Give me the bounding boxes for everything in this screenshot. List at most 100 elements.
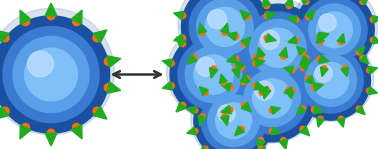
Circle shape [167, 25, 260, 119]
Circle shape [28, 51, 53, 77]
Circle shape [280, 53, 286, 59]
Circle shape [294, 38, 299, 43]
Polygon shape [254, 59, 265, 67]
Circle shape [22, 124, 29, 131]
Polygon shape [226, 32, 237, 41]
Polygon shape [240, 74, 248, 83]
Circle shape [0, 16, 110, 133]
Polygon shape [45, 3, 57, 16]
Polygon shape [187, 55, 197, 64]
Circle shape [244, 76, 250, 81]
Circle shape [2, 107, 9, 115]
Polygon shape [240, 10, 250, 20]
Polygon shape [174, 11, 184, 20]
Polygon shape [107, 56, 121, 67]
Circle shape [258, 28, 297, 67]
Circle shape [264, 87, 270, 93]
Circle shape [242, 12, 313, 83]
Polygon shape [199, 146, 208, 149]
Polygon shape [107, 82, 121, 93]
Circle shape [286, 3, 292, 8]
Circle shape [205, 7, 245, 46]
Circle shape [225, 49, 319, 143]
Circle shape [221, 80, 226, 85]
Circle shape [315, 65, 332, 82]
Polygon shape [288, 36, 297, 44]
Polygon shape [337, 118, 345, 127]
Circle shape [290, 68, 295, 73]
Circle shape [253, 83, 259, 89]
Circle shape [241, 80, 246, 85]
Circle shape [367, 88, 372, 93]
Polygon shape [372, 16, 378, 23]
Circle shape [104, 58, 112, 65]
Polygon shape [199, 86, 208, 95]
Polygon shape [226, 55, 237, 63]
Polygon shape [285, 0, 293, 7]
Polygon shape [20, 125, 31, 139]
Circle shape [242, 41, 247, 47]
Polygon shape [317, 118, 324, 127]
Polygon shape [284, 87, 293, 95]
Polygon shape [187, 127, 196, 135]
Circle shape [208, 9, 227, 29]
Circle shape [291, 41, 370, 120]
Polygon shape [221, 23, 229, 34]
Polygon shape [313, 105, 324, 114]
Circle shape [356, 50, 361, 55]
Polygon shape [319, 55, 329, 63]
Circle shape [292, 0, 377, 71]
Circle shape [237, 63, 308, 134]
Polygon shape [241, 102, 251, 112]
Circle shape [180, 35, 186, 41]
Polygon shape [221, 115, 229, 126]
Circle shape [264, 13, 270, 18]
Circle shape [253, 60, 259, 66]
Circle shape [338, 116, 344, 121]
Circle shape [338, 39, 344, 45]
Circle shape [193, 108, 198, 113]
Polygon shape [300, 126, 310, 136]
Polygon shape [319, 32, 329, 41]
Circle shape [264, 3, 270, 8]
Circle shape [93, 107, 101, 115]
Polygon shape [296, 46, 305, 55]
Polygon shape [176, 37, 186, 47]
Circle shape [300, 65, 306, 70]
Circle shape [258, 53, 264, 59]
Polygon shape [356, 106, 365, 115]
Circle shape [318, 39, 323, 45]
Polygon shape [71, 10, 82, 24]
Circle shape [305, 55, 356, 106]
Polygon shape [254, 82, 265, 90]
Polygon shape [232, 68, 240, 78]
Polygon shape [279, 139, 288, 149]
Circle shape [302, 0, 367, 62]
Polygon shape [372, 36, 378, 44]
Circle shape [317, 34, 323, 39]
Circle shape [231, 0, 325, 92]
Polygon shape [93, 106, 107, 119]
Circle shape [239, 126, 244, 132]
Polygon shape [368, 66, 378, 74]
Polygon shape [262, 0, 271, 7]
Polygon shape [174, 34, 184, 42]
Polygon shape [93, 30, 107, 43]
Circle shape [191, 76, 276, 149]
Polygon shape [305, 75, 315, 85]
Circle shape [306, 76, 311, 81]
Circle shape [170, 31, 257, 118]
Circle shape [218, 105, 235, 122]
Circle shape [288, 36, 373, 121]
Circle shape [306, 14, 311, 20]
Circle shape [25, 48, 77, 101]
Circle shape [208, 95, 259, 146]
Circle shape [13, 36, 89, 113]
Circle shape [227, 84, 233, 90]
Circle shape [258, 138, 264, 143]
Circle shape [73, 18, 80, 25]
Circle shape [169, 60, 174, 66]
Polygon shape [288, 16, 297, 23]
Polygon shape [198, 23, 206, 34]
Circle shape [311, 84, 317, 90]
